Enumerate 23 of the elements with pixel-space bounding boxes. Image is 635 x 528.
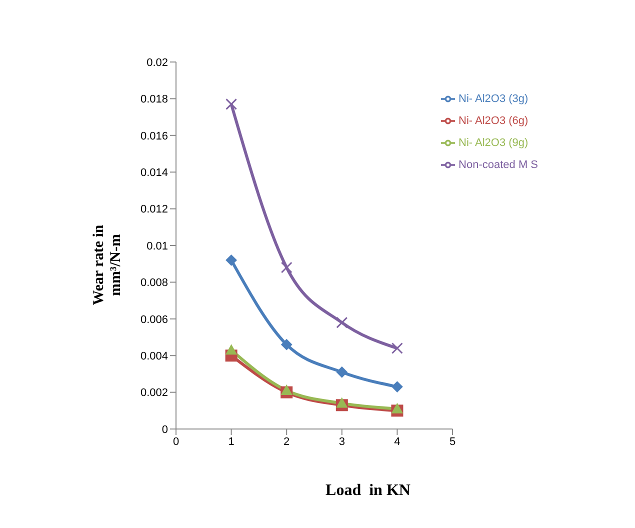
- legend-label: Ni- Al2O3 (3g): [458, 93, 528, 105]
- x-tick-label: 1: [228, 436, 234, 448]
- x-tick-label: 5: [449, 436, 456, 448]
- y-tick-label: 0.014: [140, 167, 168, 180]
- x-tick-label: 0: [172, 436, 180, 448]
- y-tick-label: 0.002: [140, 387, 168, 400]
- y-tick-label: 0.016: [140, 130, 168, 142]
- legend-label: Ni- Al2O3 (6g): [458, 115, 528, 127]
- y-tick-label: 0.012: [140, 204, 168, 216]
- y-tick-label: 0.004: [140, 350, 168, 363]
- x-tick-label: 2: [284, 436, 290, 448]
- legend-label: Ni- Al2O3 (9g): [458, 137, 528, 149]
- y-tick-label: 0.01: [146, 240, 168, 252]
- y-tick-label: 0.018: [140, 94, 168, 106]
- x-axis-title: Load in KN: [324, 482, 412, 500]
- y-tick-label: 0.008: [140, 277, 168, 290]
- y-tick-label: 0: [162, 424, 168, 436]
- x-tick-label: 3: [338, 436, 345, 448]
- legend-label: Non-coated M S: [458, 159, 538, 171]
- y-axis-title: Wear rate in mm³/N-m: [91, 224, 125, 308]
- y-tick-label: 0.02: [146, 56, 168, 69]
- x-tick-label: 4: [394, 436, 400, 448]
- y-tick-label: 0.006: [140, 314, 168, 326]
